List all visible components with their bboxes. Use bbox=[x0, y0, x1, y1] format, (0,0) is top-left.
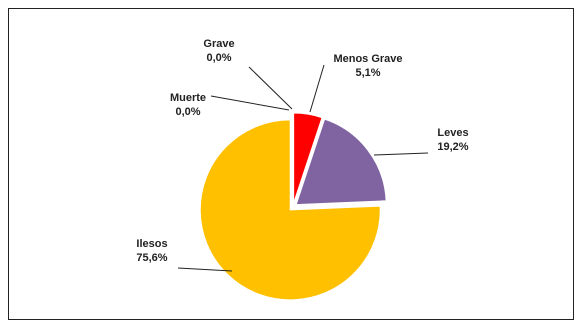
data-label-value-ilesos: 75,6% bbox=[136, 252, 167, 264]
data-label-value-muerte: 0,0% bbox=[175, 106, 200, 118]
pie-slice-menos-grave bbox=[293, 112, 323, 204]
data-label-value-grave: 0,0% bbox=[206, 52, 231, 64]
leader-line-grave bbox=[248, 66, 293, 110]
pie-slices bbox=[199, 112, 387, 301]
data-label-name-leves: Leves bbox=[437, 127, 468, 139]
pie-slice-leves bbox=[295, 118, 387, 206]
leader-line-muerte bbox=[210, 95, 290, 111]
data-label-value-leves: 19,2% bbox=[437, 141, 468, 153]
leader-line-leves bbox=[373, 152, 429, 156]
pie-slice-ilesos bbox=[199, 119, 381, 301]
leader-line-ilesos bbox=[177, 267, 233, 272]
data-label-name-ilesos: Ilesos bbox=[136, 238, 167, 250]
data-label-name-muerte: Muerte bbox=[170, 92, 206, 104]
data-label-name-grave: Grave bbox=[203, 38, 234, 50]
leader-line-menos-grave bbox=[309, 64, 325, 113]
data-labels: Menos Grave 5,1% Leves 19,2% Ilesos 75,6% Muer… bbox=[136, 38, 468, 264]
data-label-value-menos-grave: 5,1% bbox=[355, 67, 380, 79]
leader-lines bbox=[177, 64, 429, 272]
data-label-name-menos-grave: Menos Grave bbox=[333, 53, 402, 65]
